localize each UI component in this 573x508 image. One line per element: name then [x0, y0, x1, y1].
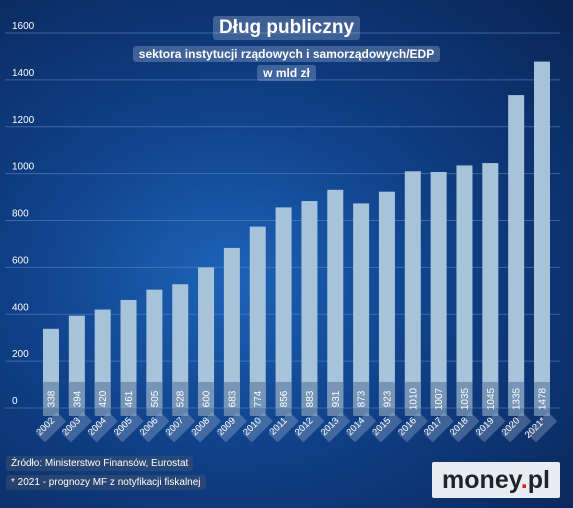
category-label-box — [62, 412, 92, 442]
category-label-box — [36, 412, 66, 442]
value-label: 600 — [202, 390, 213, 407]
category-label-box — [449, 412, 480, 442]
chart-subtitle: sektora instytucji rządowych i samorządo… — [0, 46, 573, 62]
value-label-box — [456, 382, 473, 416]
bar — [198, 267, 215, 408]
y-tick-label: 600 — [12, 255, 29, 266]
bar — [508, 95, 525, 408]
value-label-box — [68, 382, 85, 416]
value-label-box — [198, 382, 215, 416]
source-note: Źródło: Ministerstwo Finansów, Eurostat — [6, 456, 194, 471]
value-label: 461 — [124, 390, 135, 407]
category-label-box — [191, 412, 221, 442]
category-label-box — [217, 412, 247, 442]
value-label: 1478 — [538, 387, 549, 410]
bar — [378, 191, 395, 408]
value-label: 1045 — [486, 387, 497, 410]
y-tick-label: 1600 — [12, 21, 35, 32]
forecast-note: * 2021 - prognozy MF z notyfikacji fiska… — [6, 475, 206, 490]
bar — [249, 226, 266, 408]
category-label-box — [268, 412, 299, 442]
bar — [120, 299, 137, 408]
bar — [172, 284, 189, 408]
bar — [430, 171, 447, 408]
value-label-box — [301, 382, 318, 416]
value-label-box — [223, 382, 240, 416]
value-label-box — [378, 382, 395, 416]
category-label-box — [165, 412, 195, 442]
value-label: 683 — [227, 390, 238, 407]
bar — [146, 289, 163, 408]
category-label-box — [113, 412, 144, 442]
value-label-box — [43, 382, 59, 416]
category-label-box — [346, 412, 376, 442]
category-label-box — [320, 412, 351, 442]
value-label-box — [353, 382, 370, 416]
category-label-box — [475, 412, 506, 442]
bar — [275, 207, 292, 408]
y-tick-label: 1000 — [12, 162, 35, 173]
bar — [327, 189, 344, 408]
category-label-box — [501, 412, 531, 442]
value-label-box — [430, 382, 447, 416]
value-label: 931 — [331, 390, 342, 407]
bar — [301, 201, 318, 408]
y-tick-label: 200 — [12, 349, 29, 360]
value-label-box — [275, 382, 292, 416]
category-label-box — [372, 412, 402, 442]
bar — [534, 61, 550, 408]
y-tick-label: 0 — [12, 396, 18, 407]
value-label: 1010 — [408, 387, 419, 410]
value-label: 873 — [357, 390, 368, 407]
bar — [353, 203, 370, 408]
value-label-box — [146, 382, 163, 416]
y-tick-label: 800 — [12, 209, 29, 220]
chart-title: Dług publiczny — [0, 16, 573, 40]
y-tick-label: 1200 — [12, 115, 35, 126]
bar — [223, 247, 240, 408]
value-label-box — [327, 382, 344, 416]
value-label-box — [534, 382, 550, 416]
value-label: 856 — [279, 390, 290, 407]
chart-unit-label: w mld zł — [0, 65, 573, 81]
value-label: 923 — [382, 390, 393, 407]
value-label-box — [508, 382, 525, 416]
value-label: 528 — [176, 390, 187, 407]
bar — [482, 163, 499, 408]
value-label-box — [172, 382, 189, 416]
value-label: 394 — [72, 390, 83, 407]
category-label-box — [423, 412, 454, 442]
value-label-box — [482, 382, 499, 416]
category-label-box — [242, 412, 273, 442]
category-label-box — [139, 412, 170, 442]
value-label: 505 — [150, 390, 161, 407]
value-label-box — [94, 382, 111, 416]
category-label-box — [527, 412, 557, 442]
value-label-box — [120, 382, 137, 416]
value-label: 774 — [253, 390, 264, 407]
value-label: 883 — [305, 390, 316, 407]
bar — [404, 171, 421, 408]
category-label-box — [294, 412, 325, 442]
y-tick-label: 400 — [12, 302, 29, 313]
value-label: 338 — [47, 390, 58, 407]
bar — [456, 165, 473, 408]
category-label-box — [87, 412, 118, 442]
brand-logo: money.pl — [432, 462, 560, 498]
value-label: 1007 — [434, 387, 445, 410]
category-label-box — [397, 412, 428, 442]
value-label: 1035 — [460, 387, 471, 410]
value-label-box — [249, 382, 266, 416]
value-label: 420 — [98, 390, 109, 407]
value-label: 1335 — [512, 387, 523, 410]
value-label-box — [404, 382, 421, 416]
y-tick-label: 1400 — [12, 68, 35, 79]
